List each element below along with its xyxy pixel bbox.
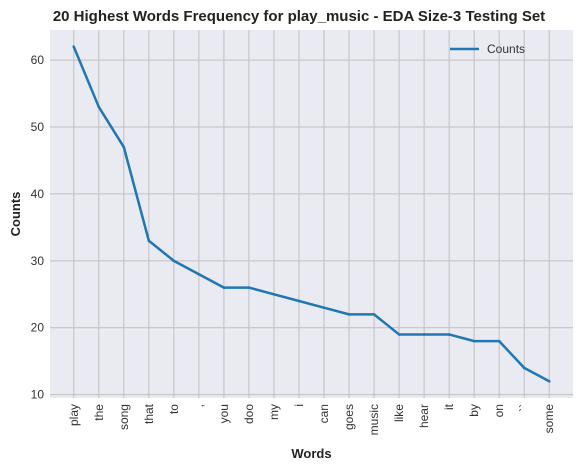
x-tick-label: the	[92, 404, 106, 421]
x-tick-label: i	[292, 404, 306, 407]
chart-title: 20 Highest Words Frequency for play_musi…	[53, 8, 545, 25]
data-point	[472, 339, 476, 343]
data-point	[397, 333, 401, 336]
x-tick-label: like	[392, 404, 406, 422]
data-point	[272, 292, 276, 296]
x-tick-label: on	[492, 404, 506, 417]
x-tick-label: hear	[417, 404, 431, 428]
y-tick-label: 10	[31, 388, 45, 402]
data-point	[372, 313, 376, 316]
x-tick-label: that	[142, 403, 156, 424]
x-tick-label: play	[67, 404, 81, 426]
data-point	[222, 286, 226, 289]
data-point	[347, 313, 351, 316]
data-point	[422, 333, 426, 336]
x-tick-label: you	[217, 404, 231, 423]
x-axis-label: Words	[291, 446, 331, 461]
data-point	[322, 306, 326, 309]
legend-label: Counts	[487, 42, 525, 56]
x-tick-label: ,	[192, 404, 206, 407]
y-tick-label: 20	[31, 321, 45, 335]
data-point	[147, 239, 151, 243]
data-point	[522, 366, 526, 370]
data-point	[197, 272, 201, 276]
x-tick-label: ``	[517, 404, 531, 412]
data-point	[172, 259, 176, 263]
data-point	[297, 299, 301, 303]
data-point	[497, 339, 501, 343]
x-tick-label: it	[442, 403, 456, 410]
x-tick-label: goes	[342, 404, 356, 430]
y-tick-label: 60	[31, 53, 45, 67]
data-point	[547, 379, 551, 383]
data-point	[122, 145, 126, 149]
y-axis-label: Counts	[8, 192, 23, 237]
data-point	[247, 286, 251, 289]
x-tick-label: by	[467, 404, 481, 417]
data-point	[97, 105, 101, 109]
legend: Counts	[450, 42, 525, 56]
y-tick-label: 30	[31, 254, 45, 268]
y-tick-label: 50	[31, 120, 45, 134]
x-tick-label: to	[167, 404, 181, 414]
x-tick-label: music	[367, 404, 381, 435]
x-tick-label: my	[267, 404, 281, 420]
data-point	[72, 45, 76, 49]
plot-area: 10 20 30 40 50 60 play the song that to, you doo my i c…	[31, 30, 573, 435]
plot-background	[50, 30, 573, 398]
x-tick-label: some	[542, 404, 556, 434]
y-tick-label: 40	[31, 187, 45, 201]
x-tick-label: doo	[242, 404, 256, 424]
x-tick-label: song	[117, 404, 131, 430]
series-line	[72, 45, 551, 383]
data-point	[447, 333, 451, 336]
x-tick-label: can	[317, 404, 331, 423]
